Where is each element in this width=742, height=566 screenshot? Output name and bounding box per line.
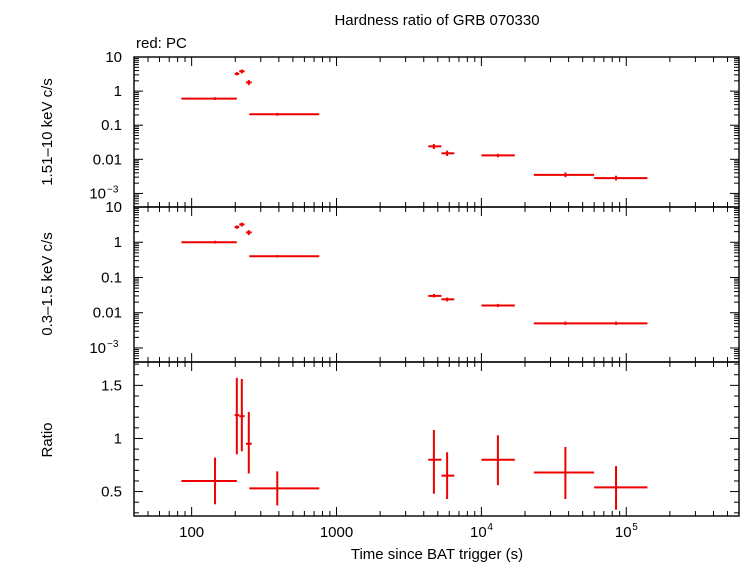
y-axis-label: 1.51–10 keV c/s (39, 78, 56, 186)
data-point (441, 452, 455, 500)
data-point (481, 303, 515, 308)
x-tick-label: 10 (615, 524, 632, 541)
data-point (428, 294, 442, 298)
data-point (533, 321, 595, 325)
y-tick-label: 0.01 (93, 305, 122, 322)
x-tick-label: 10 (470, 524, 487, 541)
data-point (234, 225, 240, 229)
data-point (239, 378, 245, 452)
data-point (481, 435, 515, 486)
chart-title: Hardness ratio of GRB 070330 (334, 12, 539, 29)
y-tick-label: 0.1 (101, 117, 122, 134)
y-tick-label: 1.5 (101, 377, 122, 394)
data-point (441, 297, 455, 302)
data-point (245, 230, 252, 236)
data-point (245, 80, 252, 86)
y-tick-label: 10 (89, 185, 106, 202)
y-tick-label: 1 (114, 83, 122, 100)
data-point (234, 377, 240, 455)
y-tick-label: 1 (114, 430, 122, 447)
data-point (181, 97, 237, 100)
data-point (594, 466, 648, 510)
data-point (234, 72, 240, 76)
y-tick-exponent: −3 (107, 184, 119, 195)
panel-frame (133, 206, 740, 363)
data-point (249, 112, 320, 116)
data-point (239, 69, 245, 74)
data-point (533, 446, 595, 500)
y-tick-label: 0.1 (101, 269, 122, 286)
data-point (249, 471, 320, 506)
y-tick-label: 0.5 (101, 484, 122, 501)
y-tick-label: 10 (105, 199, 122, 216)
y-tick-label: 10 (89, 340, 106, 357)
data-point (481, 153, 515, 158)
x-tick-label: 100 (179, 524, 204, 541)
data-point (428, 429, 442, 494)
y-tick-exponent: −3 (107, 339, 119, 350)
data-point (533, 172, 595, 178)
data-point (428, 144, 442, 150)
panel-frame (133, 361, 740, 517)
data-point (594, 175, 648, 181)
data-point (245, 411, 252, 474)
data-point (441, 150, 455, 157)
y-tick-label: 1 (114, 234, 122, 251)
panel-frame (133, 56, 740, 208)
data-point (249, 255, 320, 258)
y-tick-label: 0.01 (93, 151, 122, 168)
y-axis-label: 0.3–1.5 keV c/s (39, 232, 56, 335)
y-axis-label: Ratio (39, 422, 56, 457)
x-tick-exponent: 4 (487, 522, 493, 533)
data-point (239, 222, 245, 227)
data-point (594, 321, 648, 325)
x-tick-label: 1000 (320, 524, 353, 541)
y-tick-label: 10 (105, 49, 122, 66)
chart-subtitle: red: PC (136, 35, 187, 52)
x-axis-label: Time since BAT trigger (s) (351, 546, 523, 563)
x-tick-exponent: 5 (632, 522, 638, 533)
data-point (181, 457, 237, 505)
data-point (181, 240, 237, 244)
